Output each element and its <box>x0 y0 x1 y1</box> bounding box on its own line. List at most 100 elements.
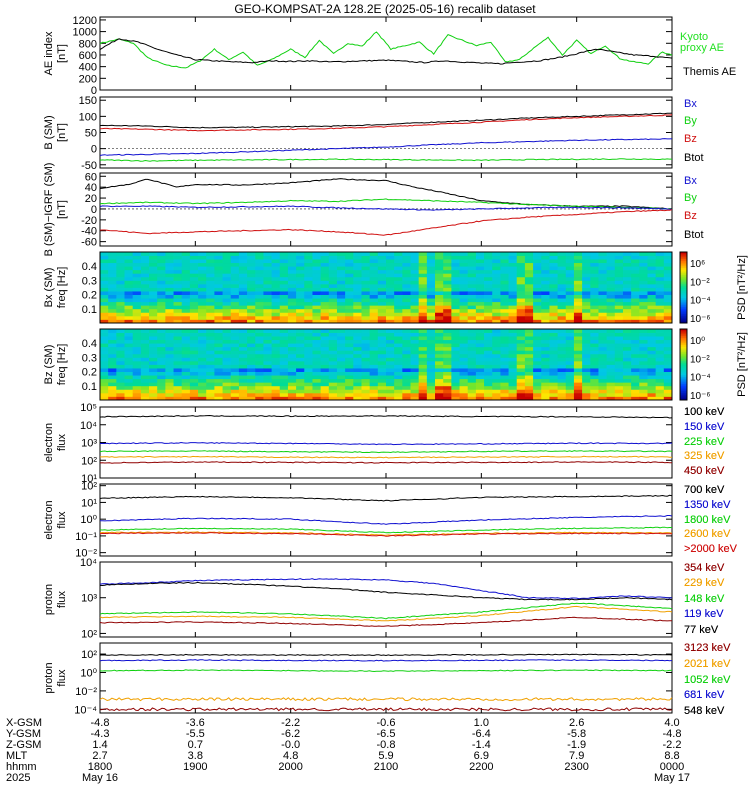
spectrogram-cell <box>206 298 215 303</box>
spectrogram-cell <box>206 346 215 351</box>
spectrogram-cell <box>377 259 387 264</box>
spectrogram-cell <box>108 255 117 260</box>
spectrogram-cell <box>116 371 125 376</box>
spectrogram-cell <box>206 294 215 299</box>
spectrogram-cell <box>435 305 444 310</box>
spectrogram-cell <box>402 329 411 333</box>
spectrogram-cell <box>108 339 117 344</box>
spectrogram-cell <box>140 371 150 376</box>
spectrogram-cell <box>590 315 599 320</box>
spectrogram-cell <box>369 364 379 369</box>
spectrogram-cell <box>500 332 509 337</box>
spectrogram-cell <box>484 375 493 380</box>
spectrogram-cell <box>663 252 673 256</box>
spectrogram-cell <box>116 353 125 358</box>
y-axis-label: B (SM) <box>43 115 55 149</box>
spectrogram-cell <box>189 276 199 281</box>
spectrogram-cell <box>524 371 534 376</box>
spectrogram-cell <box>116 269 125 274</box>
spectrogram-cell <box>247 319 256 324</box>
spectrogram-cell <box>255 291 264 295</box>
spectrogram-cell <box>475 283 485 288</box>
spectrogram-cell <box>459 262 469 267</box>
spectrogram-cell <box>100 273 109 278</box>
spectrogram-cell <box>124 273 134 278</box>
spectrogram-cell <box>124 291 134 295</box>
spectrogram-cell <box>435 259 444 264</box>
spectrogram-cell <box>304 396 313 401</box>
y-axis-label-units: flux <box>56 511 68 529</box>
spectrogram-cell <box>361 298 371 303</box>
spectrogram-cell <box>484 371 493 376</box>
spectrogram-cell <box>443 283 452 288</box>
spectrogram-cell <box>663 378 673 383</box>
spectrogram-cell <box>524 339 534 344</box>
spectrogram-cell <box>508 378 518 383</box>
spectrogram-cell <box>353 385 362 390</box>
spectrogram-cell <box>181 252 191 256</box>
spectrogram-cell <box>402 273 411 278</box>
spectrogram-cell <box>426 343 436 348</box>
spectrogram-cell <box>492 291 501 295</box>
spectrogram-cell <box>377 375 387 380</box>
spectrogram-cell <box>304 339 313 344</box>
spectrogram-cell <box>492 385 501 390</box>
spectrogram-cell <box>492 343 501 348</box>
spectrogram-cell <box>484 287 493 292</box>
spectrogram-cell <box>467 315 477 320</box>
spectrogram-cell <box>451 298 460 303</box>
spectrogram-cell <box>279 252 289 256</box>
spectrogram-cell <box>598 382 608 387</box>
spectrogram-cell <box>222 259 232 264</box>
spectrogram-cell <box>533 382 542 387</box>
spectrogram-cell <box>573 273 583 278</box>
spectrogram-cell <box>214 308 223 313</box>
spectrogram-cell <box>590 319 599 324</box>
spectrogram-cell <box>263 276 272 281</box>
spectrogram-cell <box>500 336 509 341</box>
spectrogram-cell <box>377 360 387 365</box>
spectrogram-cell <box>639 276 648 281</box>
spectrogram-cell <box>361 262 371 267</box>
spectrogram-cell <box>173 259 183 264</box>
colorbar-cell <box>680 353 687 357</box>
colorbar-cell <box>680 307 687 310</box>
spectrogram-cell <box>328 357 338 362</box>
legend-entry: proxy AE <box>680 42 724 54</box>
spectrogram-cell <box>573 343 583 348</box>
spectrogram-cell <box>508 364 518 369</box>
spectrogram-cell <box>181 368 191 372</box>
spectrogram-cell <box>598 291 608 295</box>
spectrogram-cell <box>663 291 673 295</box>
spectrogram-cell <box>467 294 477 299</box>
spectrogram-cell <box>565 266 575 271</box>
spectrogram-cell <box>263 389 272 394</box>
colorbar-cell <box>680 337 687 341</box>
spectrogram-cell <box>639 350 648 355</box>
spectrogram-cell <box>631 273 640 278</box>
spectrogram-cell <box>296 353 305 358</box>
spectrogram-cell <box>312 269 322 274</box>
spectrogram-cell <box>459 287 469 292</box>
spectrogram-cell <box>336 273 346 278</box>
series-line-db-2 <box>99 205 673 211</box>
spectrogram-cell <box>508 339 518 344</box>
series-line-b-0 <box>99 112 673 129</box>
spectrogram-cell <box>263 357 272 362</box>
spectrogram-cell <box>279 255 289 260</box>
spectrogram-cell <box>181 371 191 376</box>
spectrogram-cell <box>492 280 501 285</box>
spectrogram-cell <box>165 336 174 341</box>
spectrogram-cell <box>108 273 117 278</box>
spectrogram-cell <box>238 385 248 390</box>
spectrogram-cell <box>475 273 485 278</box>
spectrogram-cell <box>222 262 232 267</box>
spectrogram-cell <box>345 360 354 365</box>
spectrogram-cell <box>336 266 346 271</box>
spectrogram-cell <box>189 378 199 383</box>
spectrogram-cell <box>353 378 362 383</box>
spectrogram-cell <box>263 336 272 341</box>
y-tick-label: 200 <box>79 73 97 85</box>
spectrogram-cell <box>475 319 485 324</box>
spectrogram-cell <box>124 262 134 267</box>
